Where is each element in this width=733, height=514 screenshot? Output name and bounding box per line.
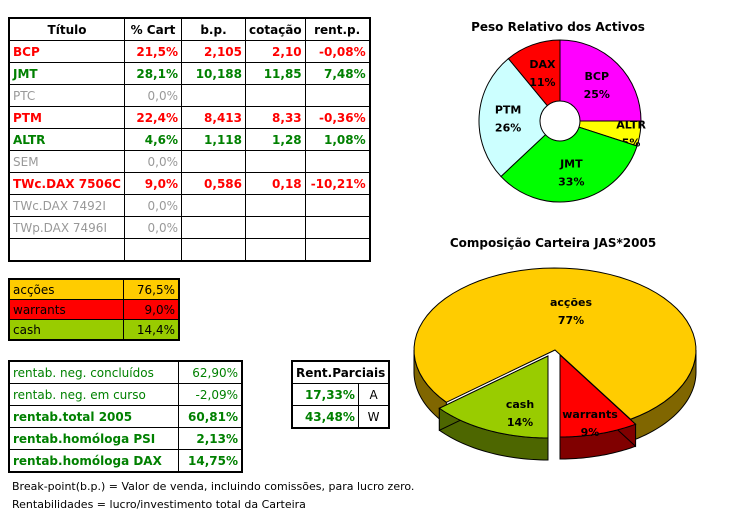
returns-value: 14,75% (178, 449, 243, 473)
table-cell: 0,586 (181, 172, 246, 195)
pie3d-label: cash (506, 398, 534, 411)
table-cell (245, 238, 306, 262)
pie3d-slice-1 (559, 353, 637, 438)
donut-title: Peso Relativo dos Activos (471, 20, 645, 34)
table-row: PTM 22,4% 8,413 8,33 -0,36% (8, 106, 371, 129)
note-returns: Rentabilidades = lucro/investimento tota… (12, 498, 306, 511)
returns-label: rentab.homóloga PSI (8, 427, 179, 450)
pie3d-label: acções (550, 296, 592, 309)
table-cell: 9,0% (124, 172, 182, 195)
returns-table: rentab. neg. concluídos 62,90% rentab. neg… (8, 360, 243, 473)
table-row: TWc.DAX 7506C 9,0% 0,586 0,18 -10,21% (8, 172, 371, 195)
donut-label: PTM (495, 104, 522, 117)
table-cell (181, 216, 246, 239)
allocation-label: cash (8, 319, 124, 341)
returns-row: rentab. neg. em curso -2,09% (8, 383, 243, 406)
table-cell: JMT (8, 62, 125, 85)
table-cell: 11,85 (245, 62, 306, 85)
table-cell: 1,28 (245, 128, 306, 151)
table-cell: 0,0% (124, 216, 182, 239)
returns-label: rentab.total 2005 (8, 405, 179, 428)
table-cell (181, 238, 246, 262)
pie3d-slice-0 (413, 267, 697, 420)
donut-slice-jmt (500, 126, 638, 203)
returns-row: rentab.total 2005 60,81% (8, 405, 243, 428)
returns-value: 60,81% (178, 405, 243, 428)
donut-label: BCP (585, 70, 610, 83)
returns-label: rentab. neg. concluídos (8, 360, 179, 384)
column-header: % Cart (124, 17, 182, 41)
donut-label: DAX (529, 58, 556, 71)
returns-row: rentab.homóloga DAX 14,75% (8, 449, 243, 473)
partial-type: W (357, 405, 390, 429)
allocation-value: 14,4% (123, 319, 180, 341)
column-header: b.p. (181, 17, 246, 41)
returns-row: rentab. neg. concluídos 62,90% (8, 360, 243, 384)
returns-row: rentab.homóloga PSI 2,13% (8, 427, 243, 450)
donut-label: JMT (559, 158, 583, 171)
pie3d-percent: 14% (507, 416, 533, 429)
donut-slice-dax (507, 39, 561, 107)
allocation-label: acções (8, 278, 124, 300)
partial-value: 43,48% (291, 405, 359, 429)
returns-label: rentab. neg. em curso (8, 383, 179, 406)
donut-slice-ptm (478, 57, 548, 178)
allocation-label: warrants (8, 299, 124, 320)
column-header: rent.p. (304, 17, 371, 41)
allocation-table: acções 76,5% warrants 9,0% cash 14,4% (8, 278, 180, 341)
table-row (8, 238, 371, 262)
table-cell: -0,08% (304, 40, 371, 63)
allocation-row: cash 14,4% (8, 319, 180, 341)
note-breakpoint: Break-point(b.p.) = Valor de venda, incl… (12, 480, 415, 493)
table-row: TWp.DAX 7496I 0,0% (8, 216, 371, 239)
table-cell: TWp.DAX 7496I (8, 216, 125, 239)
table-row: SEM 0,0% (8, 150, 371, 173)
donut-percent: 33% (558, 176, 584, 189)
table-cell: -0,36% (304, 106, 371, 129)
allocation-row: acções 76,5% (8, 278, 180, 300)
portfolio-table: Título% Cart b.p. cotação rent.p. BCP 21,5% 2,… (8, 17, 371, 262)
table-row: TWc.DAX 7492I 0,0% (8, 194, 371, 217)
pie3d-percent: 77% (558, 314, 584, 327)
partial-type: A (357, 383, 390, 406)
pie3d-percent: 9% (581, 426, 600, 439)
table-row: JMT 28,1% 10,188 11,85 7,48% (8, 62, 371, 85)
returns-value: 2,13% (178, 427, 243, 450)
allocation-row: warrants 9,0% (8, 299, 180, 320)
table-cell (304, 238, 371, 262)
pie3d-title: Composição Carteira JAS*2005 (450, 236, 656, 250)
table-cell: TWc.DAX 7492I (8, 194, 125, 217)
allocation-value: 76,5% (123, 278, 180, 300)
donut-percent: 25% (584, 88, 610, 101)
returns-label: rentab.homóloga DAX (8, 449, 179, 473)
pie3d-label: warrants (562, 408, 618, 421)
table-cell: 0,18 (245, 172, 306, 195)
table-cell: TWc.DAX 7506C (8, 172, 125, 195)
partial-value: 17,33% (291, 383, 359, 406)
table-cell (304, 216, 371, 239)
partial-returns-title: Rent.Parciais (291, 360, 390, 384)
table-cell: 8,413 (181, 106, 246, 129)
partial-returns-table: Rent.Parciais 17,33% A 43,48% W (291, 360, 391, 429)
pie3d-slice-2 (438, 355, 549, 439)
table-row: BCP 21,5% 2,105 2,10 -0,08% (8, 40, 371, 63)
allocation-value: 9,0% (123, 299, 180, 320)
table-cell: 10,188 (181, 62, 246, 85)
donut-percent: 26% (495, 122, 521, 135)
returns-value: -2,09% (178, 383, 243, 406)
table-cell (245, 216, 306, 239)
donut-label: ALTR (616, 118, 646, 131)
donut-slice-bcp (559, 39, 642, 122)
table-cell: 7,48% (304, 62, 371, 85)
donut-percent: 11% (529, 76, 555, 89)
